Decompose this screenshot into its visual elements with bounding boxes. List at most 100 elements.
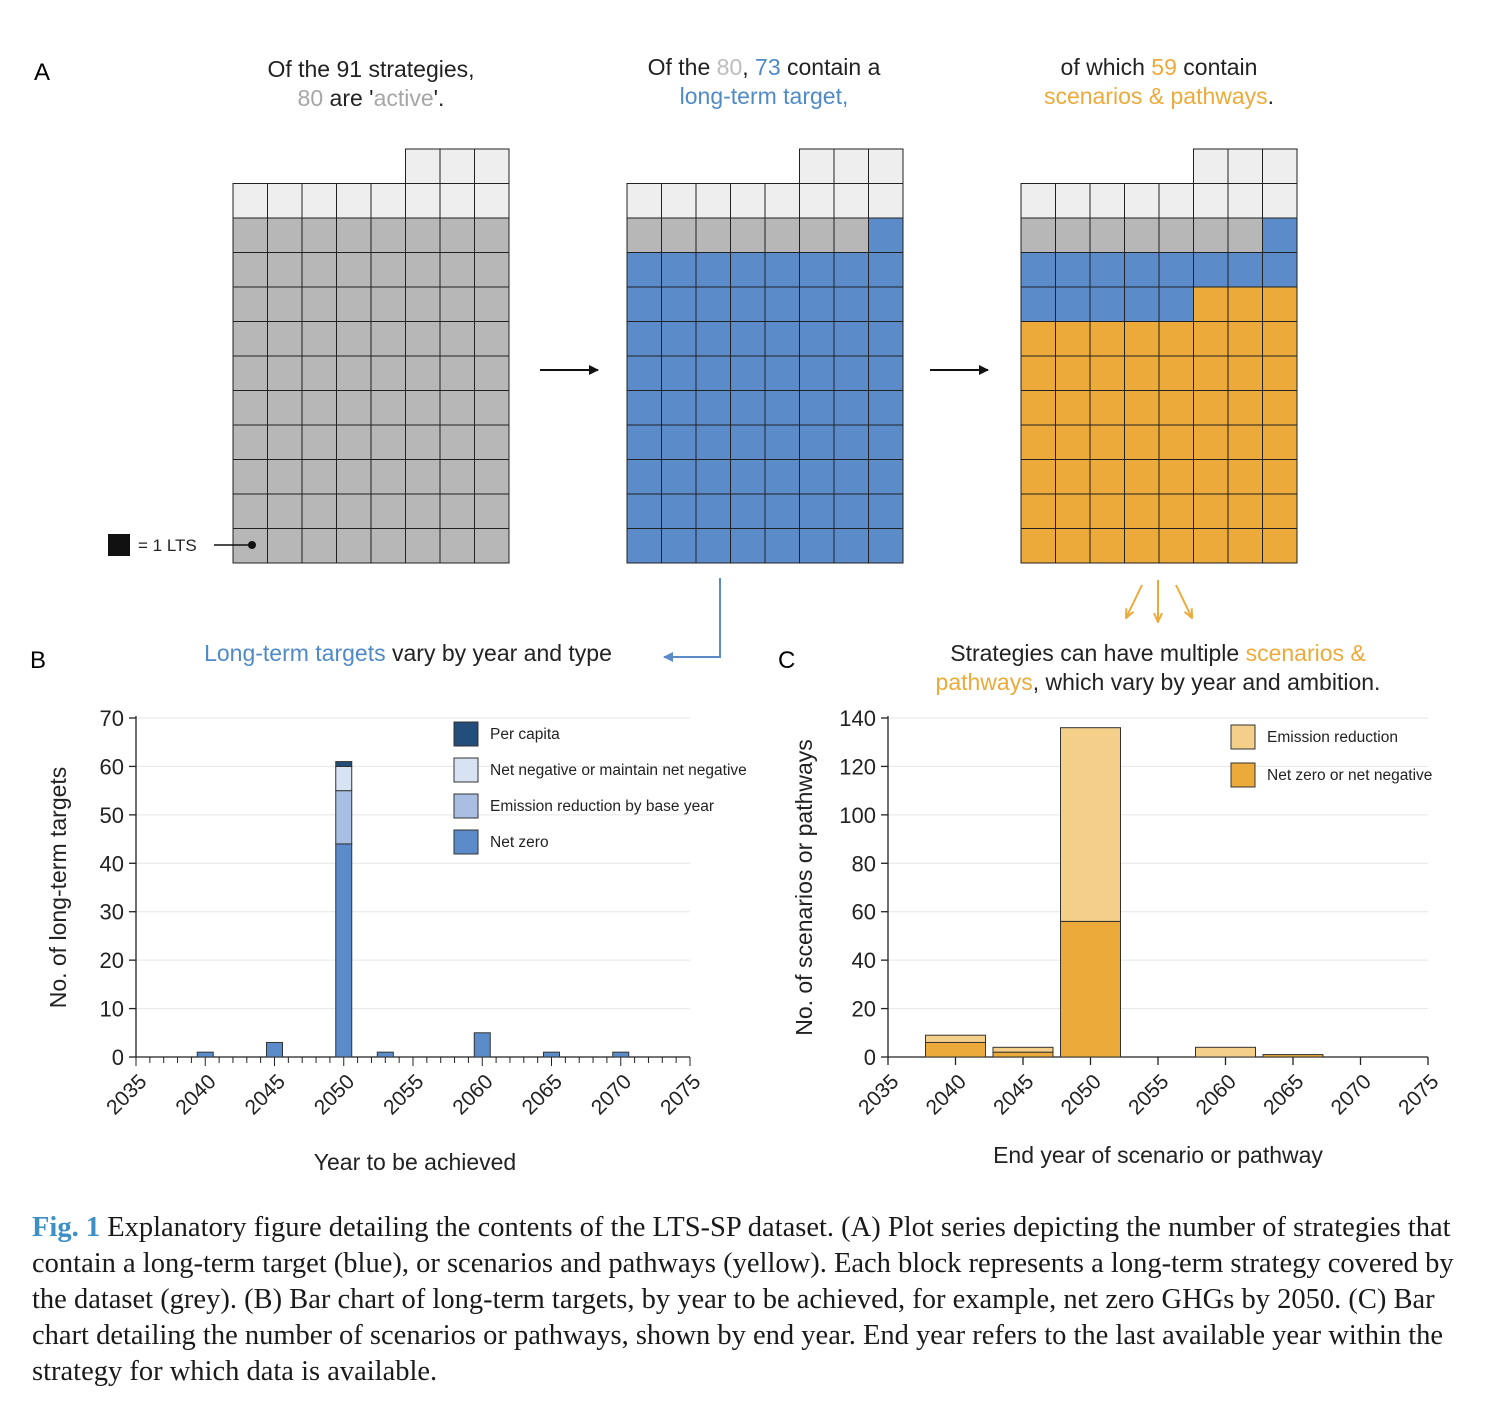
waffle-cell bbox=[1193, 390, 1229, 426]
y-tick-label: 60 bbox=[852, 900, 876, 925]
waffle-cell bbox=[336, 217, 372, 253]
waffle-cell bbox=[370, 355, 406, 391]
waffle-cell bbox=[405, 286, 441, 322]
waffle-cell bbox=[1262, 424, 1298, 460]
waffle-cell bbox=[474, 183, 510, 219]
waffle-cell bbox=[1262, 286, 1298, 322]
y-tick-label: 80 bbox=[852, 851, 876, 876]
bar-segment bbox=[543, 1051, 560, 1058]
waffle-cell bbox=[626, 493, 662, 529]
waffle-cell bbox=[1262, 493, 1298, 529]
waffle-cell bbox=[730, 355, 766, 391]
y-tick-label: 40 bbox=[852, 948, 876, 973]
waffle-cell bbox=[336, 528, 372, 564]
waffle-cell bbox=[336, 355, 372, 391]
waffle-cell bbox=[405, 528, 441, 564]
waffle-cell bbox=[1193, 183, 1229, 219]
y-tick-label: 70 bbox=[100, 706, 124, 731]
legend-swatch bbox=[1230, 762, 1256, 788]
waffle-cell bbox=[439, 459, 475, 495]
waffle-cell bbox=[232, 355, 268, 391]
bar-segment bbox=[376, 1051, 394, 1058]
waffle-cell bbox=[1193, 321, 1229, 357]
waffle-cell bbox=[1124, 355, 1160, 391]
waffle-cell bbox=[1020, 321, 1056, 357]
waffle-cell bbox=[661, 528, 697, 564]
waffle-cell bbox=[626, 459, 662, 495]
waffle-cell bbox=[626, 321, 662, 357]
waffle-cell bbox=[626, 183, 662, 219]
legend: Emission reduction Net zero or net negati… bbox=[1230, 724, 1432, 788]
waffle-cell bbox=[370, 528, 406, 564]
waffle-cell bbox=[1124, 493, 1160, 529]
waffle-cell bbox=[1262, 252, 1298, 288]
waffle-cell bbox=[1124, 321, 1160, 357]
waffle-cell bbox=[267, 424, 303, 460]
waffle-cell bbox=[868, 424, 904, 460]
waffle-cell bbox=[833, 528, 869, 564]
waffle-cell bbox=[1262, 183, 1298, 219]
waffle-cell bbox=[370, 424, 406, 460]
waffle-cell bbox=[661, 390, 697, 426]
x-tick-label: 2045 bbox=[241, 1070, 290, 1119]
waffle-cell bbox=[1055, 528, 1091, 564]
waffle-cell bbox=[1124, 286, 1160, 322]
chart-long-term-targets: 0 10 20 30 40 50 60 70 2035 2040 2045 2050 2055 2060 2… bbox=[45, 706, 747, 1175]
legend-swatch bbox=[453, 721, 479, 747]
waffle-cell bbox=[1158, 217, 1194, 253]
waffle-cell bbox=[1227, 390, 1263, 426]
waffle-cell bbox=[1193, 217, 1229, 253]
y-tick-label: 140 bbox=[839, 706, 876, 731]
waffle-cell bbox=[695, 355, 731, 391]
waffle-cell bbox=[1055, 321, 1091, 357]
waffle-cell bbox=[1227, 528, 1263, 564]
x-tick-label: 2060 bbox=[448, 1070, 497, 1119]
waffle-cell bbox=[833, 252, 869, 288]
waffle-cell bbox=[370, 459, 406, 495]
waffle-cell bbox=[695, 321, 731, 357]
waffle-cell bbox=[1227, 217, 1263, 253]
waffle-cell bbox=[730, 321, 766, 357]
waffle-heading-1-line-1: Of the 91 strategies, bbox=[267, 56, 474, 82]
waffle-cell bbox=[833, 148, 869, 184]
waffle-cell bbox=[1020, 493, 1056, 529]
waffle-cell bbox=[1158, 459, 1194, 495]
panel-label-b: B bbox=[30, 647, 46, 674]
waffle-cell bbox=[1089, 390, 1125, 426]
waffle-cell bbox=[1158, 252, 1194, 288]
bar-segment bbox=[1195, 1046, 1256, 1058]
waffle-cell bbox=[1124, 424, 1160, 460]
waffle-cell bbox=[1227, 183, 1263, 219]
waffle-cell bbox=[1158, 493, 1194, 529]
waffle-cell bbox=[868, 286, 904, 322]
waffle-cell bbox=[1227, 286, 1263, 322]
waffle-cell bbox=[626, 217, 662, 253]
waffle-cell bbox=[833, 493, 869, 529]
waffle-cell bbox=[764, 286, 800, 322]
legend-label: Net zero or net negative bbox=[1267, 767, 1432, 784]
waffle-cell bbox=[1227, 493, 1263, 529]
waffle-cell bbox=[474, 424, 510, 460]
waffle-cell bbox=[764, 493, 800, 529]
legend-label: Net negative or maintain net negative bbox=[490, 762, 747, 779]
waffle-cell bbox=[1020, 252, 1056, 288]
waffle-cell bbox=[1158, 183, 1194, 219]
waffle-cell bbox=[1193, 355, 1229, 391]
waffle-cell bbox=[661, 252, 697, 288]
waffle-cell bbox=[1055, 459, 1091, 495]
waffle-cell bbox=[1262, 355, 1298, 391]
waffle-cell bbox=[695, 493, 731, 529]
waffle-cell bbox=[232, 459, 268, 495]
waffle-cell bbox=[1020, 183, 1056, 219]
y-tick-label: 20 bbox=[100, 948, 124, 973]
waffle-cell bbox=[626, 252, 662, 288]
waffle-heading-3-line-1: of which 59 contain bbox=[1061, 54, 1258, 80]
waffle-cell bbox=[833, 424, 869, 460]
waffle-cell bbox=[405, 459, 441, 495]
waffle-cell bbox=[764, 528, 800, 564]
waffle-cell bbox=[439, 286, 475, 322]
orange-arrow-left bbox=[1126, 584, 1143, 618]
legend: Per capita Net negative or maintain net n… bbox=[453, 721, 747, 855]
waffle-cell bbox=[1089, 286, 1125, 322]
x-tick-label: 2050 bbox=[1057, 1070, 1106, 1119]
